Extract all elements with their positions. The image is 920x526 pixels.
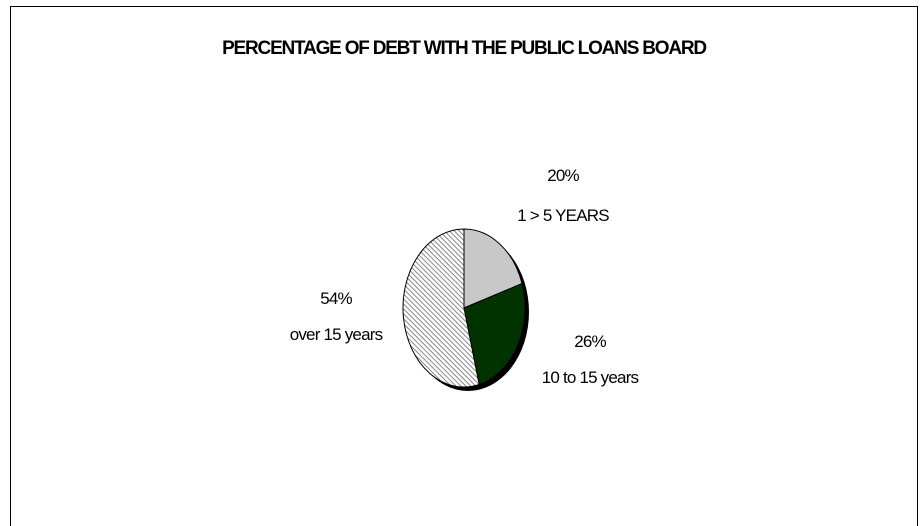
slice-category-label: over 15 years	[290, 325, 383, 344]
slice-value-label: 20%	[547, 166, 579, 185]
slice-value-label: 54%	[320, 289, 352, 308]
slice-value-label: 26%	[574, 332, 606, 351]
pie-slice	[463, 282, 526, 386]
slice-category-label: 1 > 5 YEARS	[517, 206, 609, 225]
chart-title: PERCENTAGE OF DEBT WITH THE PUBLIC LOANS…	[222, 38, 707, 59]
pie-slice	[402, 228, 480, 388]
pie-slice	[463, 228, 523, 309]
slice-category-label: 10 to 15 years	[542, 368, 639, 387]
